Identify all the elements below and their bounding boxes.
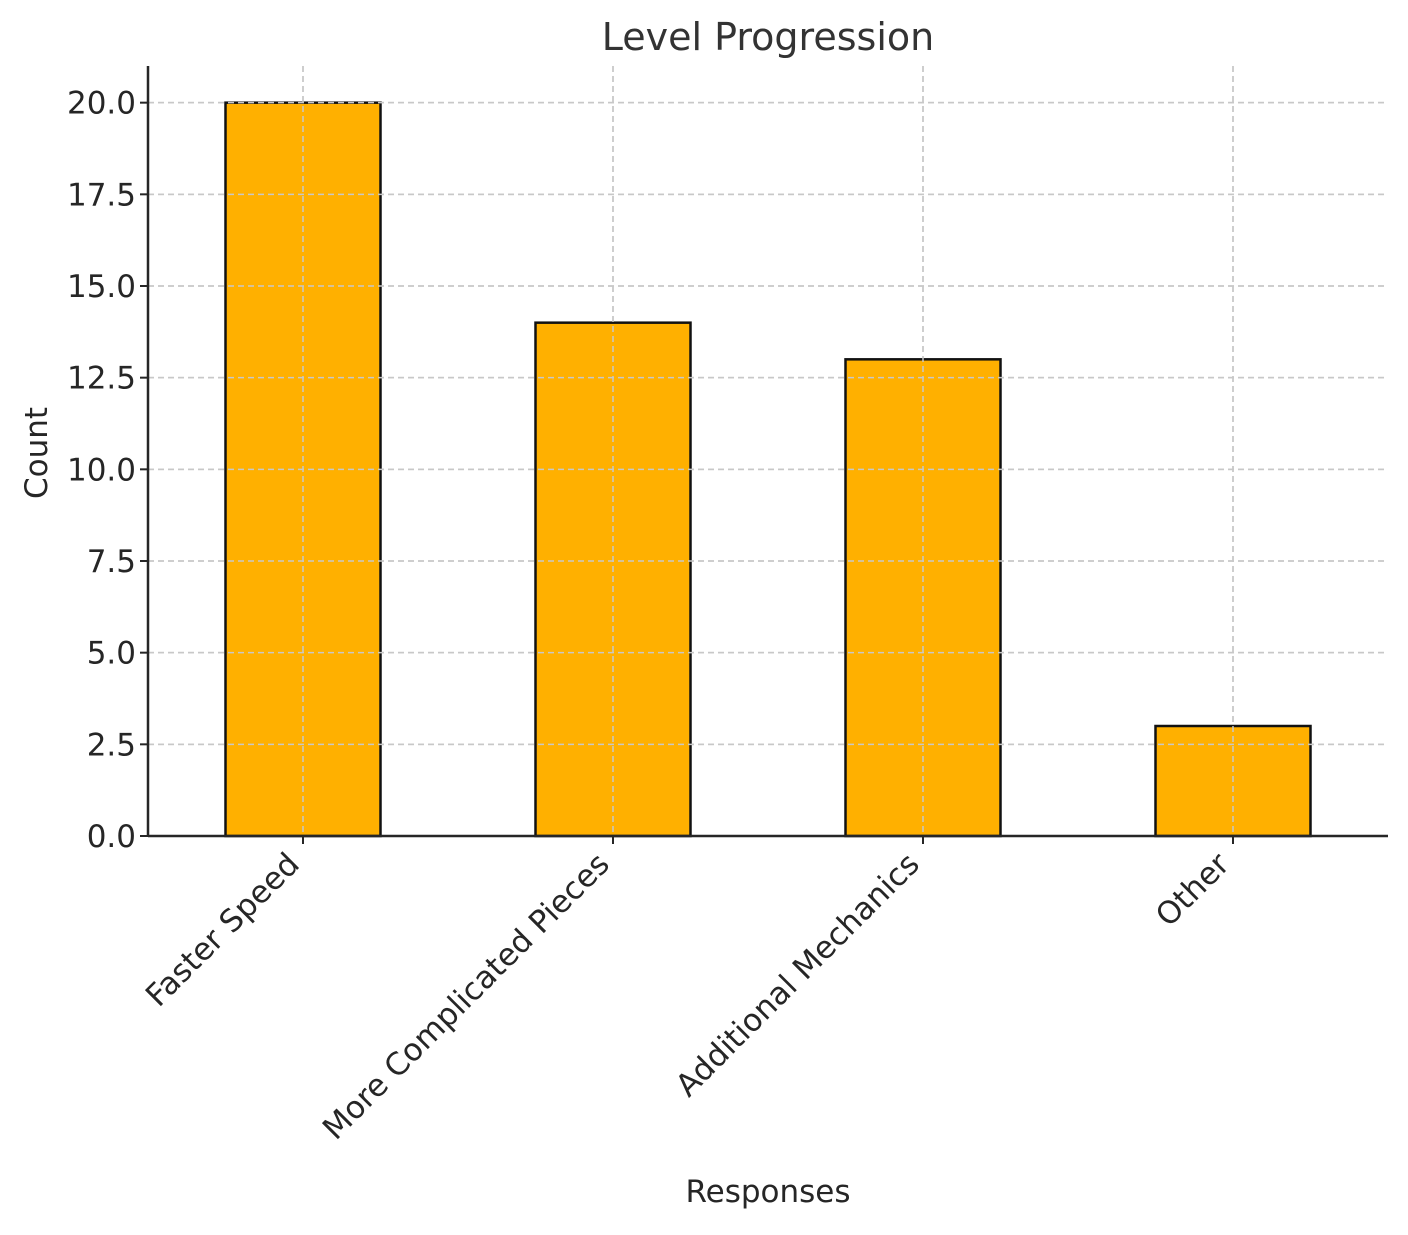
- y-tick-label: 20.0: [67, 86, 136, 122]
- y-tick-label: 15.0: [67, 269, 136, 305]
- y-tick-label: 12.5: [67, 361, 136, 397]
- y-tick-label: 10.0: [67, 452, 136, 488]
- y-axis-label: Count: [19, 407, 55, 499]
- chart-title: Level Progression: [602, 15, 934, 59]
- x-tick-label: Additional Mechanics: [669, 846, 927, 1104]
- x-tick-label: More Complicated Pieces: [316, 846, 617, 1147]
- y-tick-label: 0.0: [87, 819, 136, 855]
- x-axis-label: Responses: [685, 1174, 850, 1210]
- y-tick-label: 7.5: [87, 544, 136, 580]
- y-axis-ticks: 0.0 2.5 5.0 7.5 10.0 12.5 15.0 17.5 20.0: [67, 86, 148, 855]
- x-tick-label: Other: [1149, 846, 1237, 934]
- x-tick-label: Faster Speed: [139, 846, 307, 1014]
- y-tick-label: 5.0: [87, 636, 136, 672]
- x-axis-ticks: Faster Speed More Complicated Pieces Addit…: [139, 836, 1237, 1147]
- bars: [148, 66, 1388, 838]
- y-tick-label: 17.5: [67, 177, 136, 213]
- y-tick-label: 2.5: [87, 727, 136, 763]
